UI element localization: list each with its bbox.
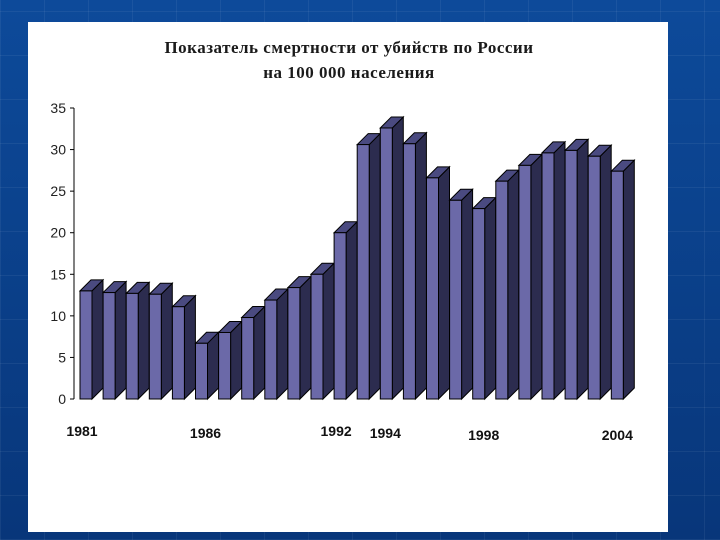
bar <box>541 152 555 400</box>
bar-side <box>507 168 520 401</box>
x-tick-label: 1981 <box>66 423 97 439</box>
bar-side <box>230 320 243 401</box>
bar <box>310 273 324 400</box>
plot-area: 0 5 10 15 20 25 30 35 1981 1986 1992 1994 1998 2004 <box>50 100 636 443</box>
bar-side <box>137 281 150 401</box>
bar <box>125 292 139 400</box>
bar-side <box>299 275 312 401</box>
bar-side <box>599 144 612 401</box>
bar-side <box>114 280 127 401</box>
bar <box>79 290 93 400</box>
chart-title-line-1: Показатель смертности от убийств по Росс… <box>164 38 533 57</box>
chart-title-line-2: на 100 000 населения <box>263 63 435 82</box>
x-tick-label: 1986 <box>190 425 221 441</box>
bar <box>449 199 463 400</box>
bar <box>610 170 624 400</box>
bar-side <box>414 131 427 401</box>
bar-side <box>391 115 404 401</box>
bar <box>426 177 439 400</box>
bar-side <box>438 165 450 401</box>
bar <box>171 306 185 400</box>
y-tick-label: 10 <box>50 308 66 324</box>
bar <box>564 149 578 400</box>
bar-side <box>276 287 289 401</box>
y-tick-label: 30 <box>50 142 66 158</box>
bar <box>102 292 116 400</box>
bar <box>379 127 393 400</box>
bar-chart: Показатель смертности от убийств по Росс… <box>50 38 636 443</box>
bar <box>218 331 232 400</box>
bar <box>472 208 486 400</box>
bar-side <box>368 132 381 401</box>
y-tick-label: 20 <box>50 225 66 241</box>
bar-side <box>530 153 543 401</box>
y-tick-label: 15 <box>50 266 66 282</box>
x-tick-label: 1992 <box>321 423 352 439</box>
bar <box>495 180 509 400</box>
bar-side <box>322 262 335 401</box>
bar <box>333 232 347 400</box>
bar-side <box>461 188 474 401</box>
x-tick-label: 1994 <box>370 425 401 441</box>
bar <box>264 299 278 400</box>
y-tick-label: 0 <box>58 391 66 407</box>
bar-side <box>160 282 173 401</box>
y-tick-label: 25 <box>50 183 66 199</box>
bar <box>587 155 601 400</box>
bar-side <box>553 140 566 401</box>
bar-side <box>345 220 358 401</box>
chart-panel: Показатель смертности от убийств по Росс… <box>28 22 668 532</box>
bar <box>518 164 532 400</box>
bar <box>241 317 255 400</box>
bar <box>195 342 208 400</box>
bar-side <box>183 294 196 401</box>
bar <box>148 293 162 400</box>
bar-side <box>622 158 635 401</box>
bar <box>402 143 416 400</box>
bar <box>356 144 370 400</box>
y-tick-label: 35 <box>50 100 66 116</box>
y-tick-label: 5 <box>58 349 66 365</box>
bar-side <box>484 196 497 401</box>
bar <box>287 287 301 400</box>
bar-side <box>91 278 104 401</box>
x-tick-label: 1998 <box>468 427 499 443</box>
bar-side <box>253 305 266 401</box>
x-tick-label: 2004 <box>602 427 633 443</box>
bar-side <box>576 138 589 401</box>
